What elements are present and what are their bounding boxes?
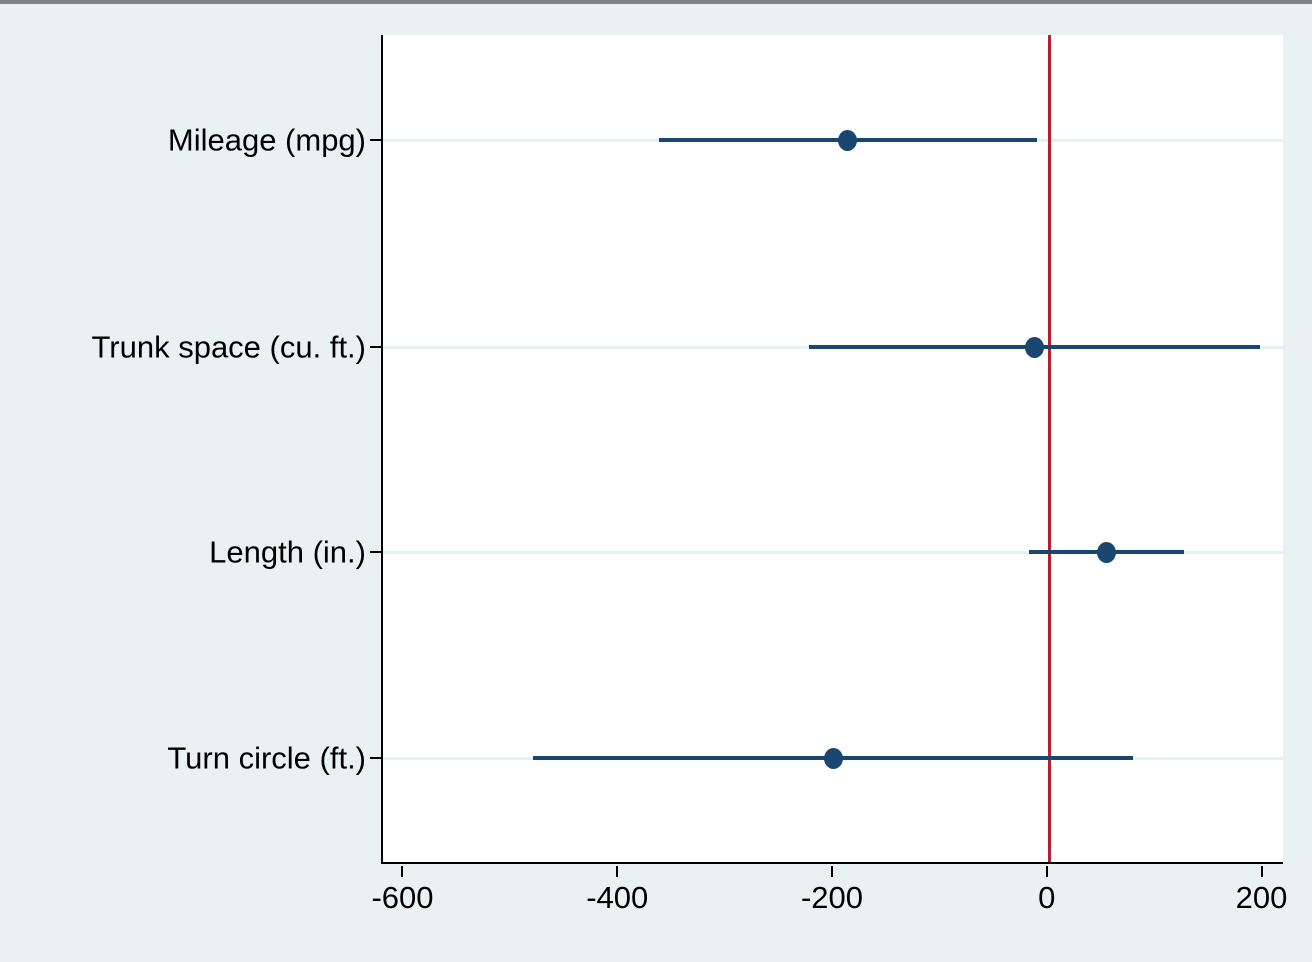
- zero-reference-line: [1047, 35, 1051, 862]
- point-estimate-marker: [1024, 337, 1044, 358]
- y-gridline: [383, 551, 1283, 554]
- point-estimate-marker: [837, 130, 857, 151]
- y-axis-label: Trunk space (cu. ft.): [91, 329, 367, 365]
- y-axis-label: Turn circle (ft.): [167, 740, 366, 776]
- x-axis-tick-label: -600: [371, 880, 434, 915]
- y-axis-tick: [370, 757, 381, 759]
- x-axis-tick-label: -400: [586, 880, 649, 915]
- window-top-border: [0, 0, 1312, 4]
- x-axis-tick: [616, 866, 619, 877]
- y-axis-label: Length (in.): [209, 534, 366, 570]
- x-axis-tick: [831, 866, 833, 877]
- y-axis-label: Mileage (mpg): [167, 122, 366, 158]
- point-estimate-marker: [824, 748, 843, 769]
- y-axis-tick: [370, 551, 381, 553]
- x-axis-tick-label: 200: [1235, 880, 1288, 915]
- y-axis-tick: [370, 346, 381, 348]
- y-axis-tick: [370, 139, 381, 141]
- x-axis-tick-label: 0: [1038, 880, 1056, 915]
- x-axis-tick: [1260, 866, 1263, 877]
- point-estimate-marker: [1096, 542, 1116, 563]
- x-axis-tick: [1045, 866, 1048, 877]
- x-axis-tick: [401, 866, 404, 877]
- plot-area: [381, 35, 1283, 864]
- x-axis-tick-label: -200: [800, 880, 864, 915]
